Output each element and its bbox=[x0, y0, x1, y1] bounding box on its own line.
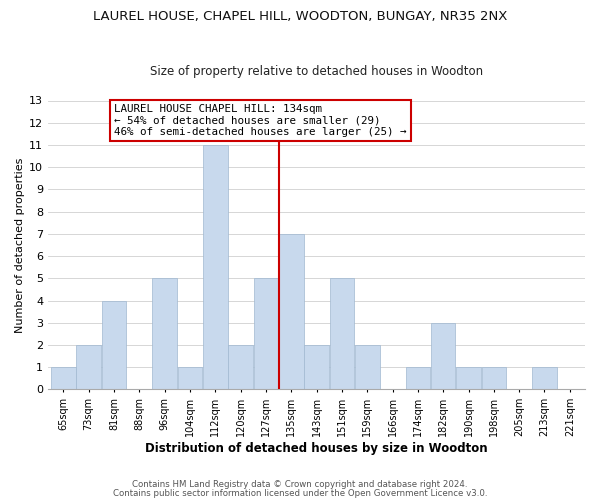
Title: Size of property relative to detached houses in Woodton: Size of property relative to detached ho… bbox=[150, 66, 483, 78]
Bar bbox=[355, 345, 380, 390]
Bar bbox=[279, 234, 304, 390]
Bar bbox=[152, 278, 177, 390]
Bar bbox=[178, 367, 202, 390]
Bar bbox=[406, 367, 430, 390]
Bar bbox=[329, 278, 354, 390]
Bar bbox=[532, 367, 557, 390]
Bar bbox=[102, 300, 126, 390]
Text: LAUREL HOUSE, CHAPEL HILL, WOODTON, BUNGAY, NR35 2NX: LAUREL HOUSE, CHAPEL HILL, WOODTON, BUNG… bbox=[93, 10, 507, 23]
Bar bbox=[229, 345, 253, 390]
Text: LAUREL HOUSE CHAPEL HILL: 134sqm
← 54% of detached houses are smaller (29)
46% o: LAUREL HOUSE CHAPEL HILL: 134sqm ← 54% o… bbox=[114, 104, 406, 137]
X-axis label: Distribution of detached houses by size in Woodton: Distribution of detached houses by size … bbox=[145, 442, 488, 455]
Bar bbox=[203, 145, 227, 390]
Y-axis label: Number of detached properties: Number of detached properties bbox=[15, 158, 25, 332]
Bar bbox=[431, 323, 455, 390]
Bar bbox=[76, 345, 101, 390]
Text: Contains public sector information licensed under the Open Government Licence v3: Contains public sector information licen… bbox=[113, 490, 487, 498]
Bar bbox=[456, 367, 481, 390]
Bar bbox=[304, 345, 329, 390]
Bar bbox=[254, 278, 278, 390]
Bar bbox=[51, 367, 76, 390]
Text: Contains HM Land Registry data © Crown copyright and database right 2024.: Contains HM Land Registry data © Crown c… bbox=[132, 480, 468, 489]
Bar bbox=[482, 367, 506, 390]
